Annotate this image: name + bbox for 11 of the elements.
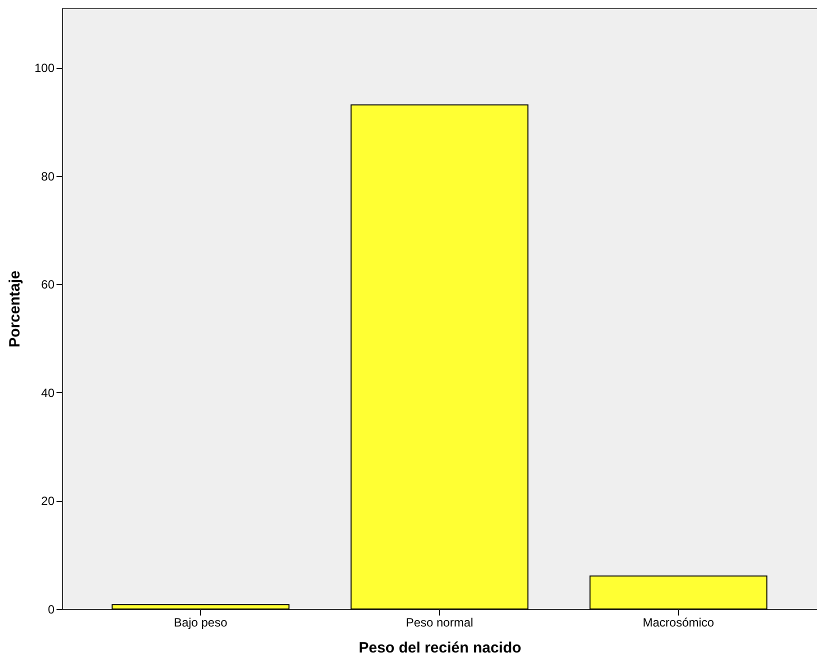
x-tick-label: Peso normal <box>406 616 474 630</box>
y-tick-label: 20 <box>41 494 55 508</box>
y-tick-label: 0 <box>48 602 55 616</box>
x-tick-label: Bajo peso <box>174 616 228 630</box>
y-tick-label: 40 <box>41 386 55 400</box>
y-axis-title: Porcentaje <box>6 270 24 348</box>
x-tick-label: Macrosómico <box>642 616 714 630</box>
y-tick-label: 100 <box>34 61 55 76</box>
x-axis-title: Peso del recién nacido <box>358 640 522 656</box>
y-tick-label: 60 <box>41 278 55 292</box>
y-tick-label: 80 <box>41 169 55 184</box>
